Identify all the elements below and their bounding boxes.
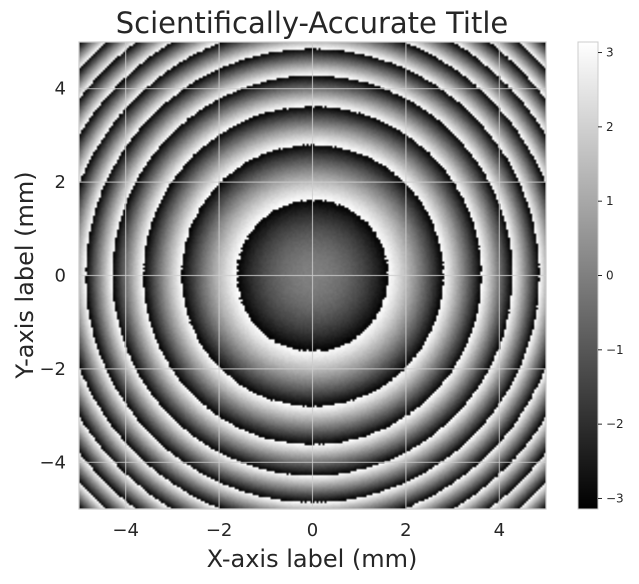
y-tick-label: 0	[55, 266, 66, 287]
x-tick-label: −4	[112, 520, 139, 541]
grid-lines	[79, 42, 546, 509]
x-axis-ticks: −4 −2 0 2 4	[112, 520, 505, 541]
colorbar-tick-label: −3	[606, 491, 624, 505]
colorbar-tick-label: −1	[606, 343, 624, 357]
colorbar-gradient	[577, 41, 599, 510]
y-tick-label: 4	[55, 79, 66, 100]
colorbar-ticks: −3 −2 −1 0 1 2 3	[598, 46, 624, 505]
colorbar-tick-label: 3	[606, 46, 614, 60]
chart-title: Scientifically-Accurate Title	[116, 6, 509, 40]
y-axis-label: Y-axis label (mm)	[11, 171, 39, 379]
colorbar-tick-label: 0	[606, 269, 614, 283]
x-tick-label: 4	[494, 520, 505, 541]
y-tick-label: −2	[39, 359, 66, 380]
plot-frame	[78, 41, 547, 510]
colorbar-tick-label: −2	[606, 417, 624, 431]
colorbar-tick-label: 1	[606, 194, 614, 208]
y-axis-ticks: −4 −2 0 2 4	[39, 79, 66, 474]
x-axis-label: X-axis label (mm)	[207, 545, 418, 573]
colorbar: −3 −2 −1 0 1 2 3	[577, 41, 624, 510]
y-tick-label: −4	[39, 452, 66, 473]
x-tick-label: 0	[307, 520, 318, 541]
x-tick-label: −2	[206, 520, 233, 541]
colorbar-tick-label: 2	[606, 120, 614, 134]
plot-area	[78, 41, 547, 510]
x-tick-label: 2	[400, 520, 411, 541]
y-tick-label: 2	[55, 172, 66, 193]
